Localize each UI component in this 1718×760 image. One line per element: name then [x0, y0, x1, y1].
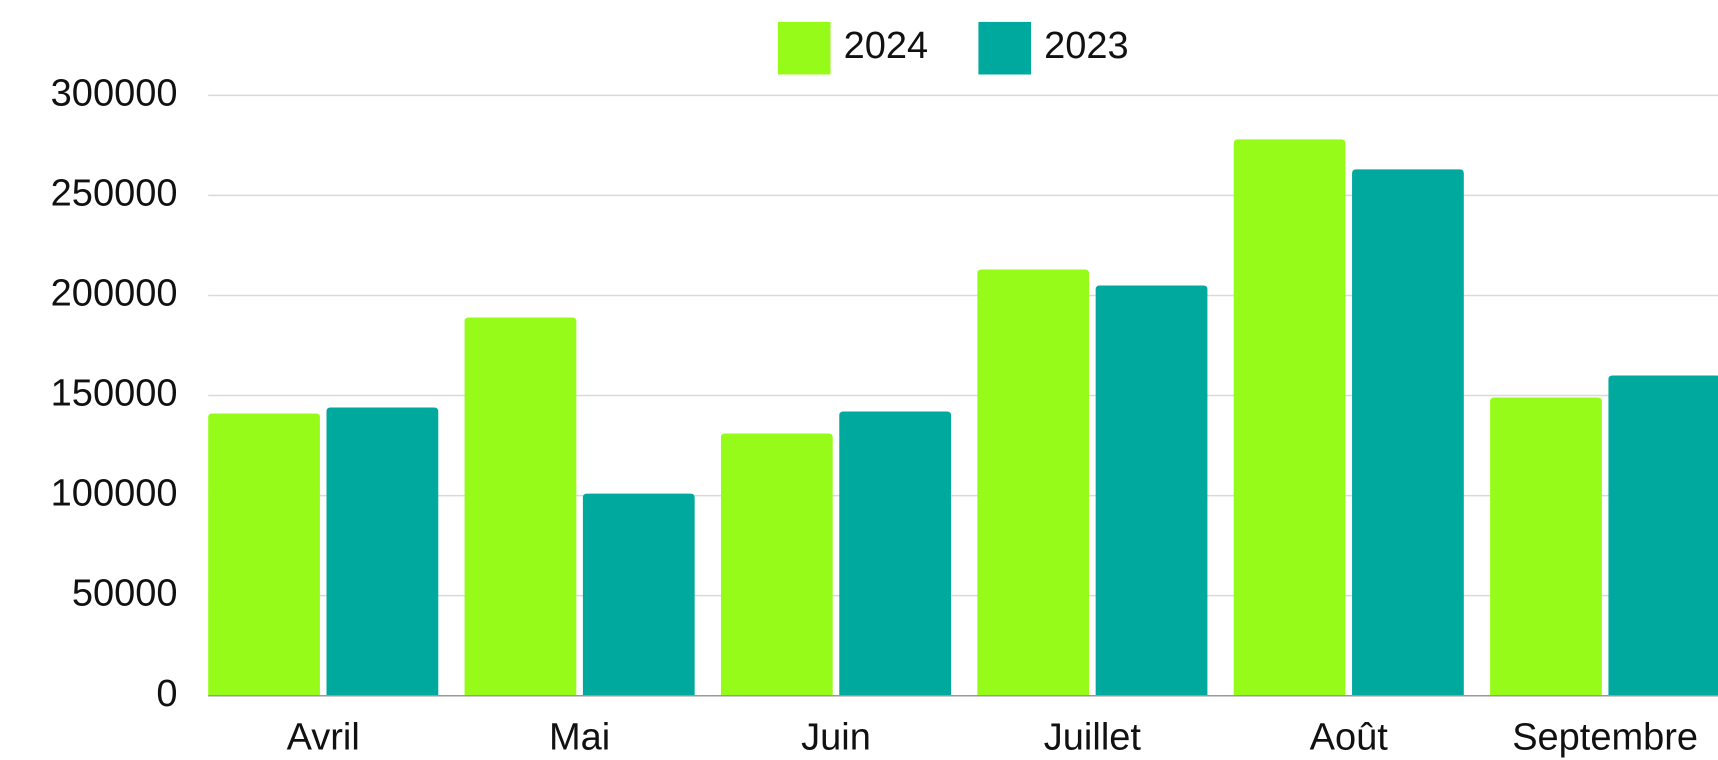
bar — [1095, 285, 1208, 696]
y-tick-label: 250000 — [51, 172, 178, 214]
legend-label: 2024 — [844, 25, 929, 67]
x-tick-label: Septembre — [1512, 717, 1698, 759]
bar — [1352, 169, 1464, 696]
bar — [1490, 397, 1602, 696]
x-tick-label: Juillet — [1044, 717, 1142, 759]
bar — [1233, 139, 1346, 696]
x-tick-label: Mai — [549, 717, 610, 759]
legend-label: 2023 — [1044, 25, 1129, 67]
bar — [326, 407, 439, 696]
bar — [464, 317, 577, 696]
y-tick-label: 300000 — [51, 72, 178, 114]
bar — [582, 493, 695, 696]
y-tick-label: 0 — [156, 673, 177, 715]
bar — [839, 411, 952, 696]
y-tick-label: 50000 — [72, 573, 178, 615]
y-tick-label: 200000 — [51, 272, 178, 314]
legend-swatch — [978, 21, 1032, 75]
legend-swatch — [777, 21, 831, 75]
bar — [208, 413, 320, 696]
bar — [1608, 375, 1718, 696]
bar — [720, 433, 833, 696]
x-tick-label: Juin — [801, 717, 871, 759]
x-tick-label: Août — [1310, 717, 1389, 759]
y-tick-label: 150000 — [51, 373, 178, 415]
x-tick-label: Avril — [287, 717, 360, 759]
bar — [977, 269, 1090, 696]
y-tick-label: 100000 — [51, 473, 178, 515]
